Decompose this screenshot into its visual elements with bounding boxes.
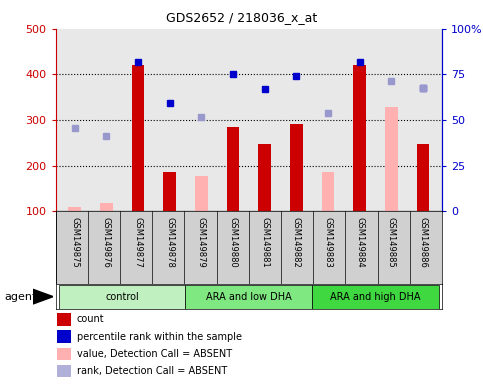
Bar xyxy=(100,203,113,211)
Text: GDS2652 / 218036_x_at: GDS2652 / 218036_x_at xyxy=(166,12,317,25)
Text: value, Detection Call = ABSENT: value, Detection Call = ABSENT xyxy=(77,349,232,359)
Bar xyxy=(385,107,398,211)
Text: agent: agent xyxy=(5,291,37,302)
Bar xyxy=(57,330,71,343)
Bar xyxy=(59,285,185,309)
Bar xyxy=(322,172,334,211)
Polygon shape xyxy=(33,289,53,304)
Bar xyxy=(417,144,429,211)
Bar xyxy=(312,285,439,309)
Bar xyxy=(57,365,71,377)
Text: GSM149886: GSM149886 xyxy=(418,217,427,268)
Text: count: count xyxy=(77,314,104,324)
Text: percentile rank within the sample: percentile rank within the sample xyxy=(77,332,242,342)
Bar xyxy=(227,127,239,211)
Bar xyxy=(195,175,208,211)
Text: GSM149876: GSM149876 xyxy=(102,217,111,268)
Bar xyxy=(290,124,302,211)
Text: GSM149885: GSM149885 xyxy=(387,217,396,268)
Bar xyxy=(68,207,81,211)
Text: GSM149884: GSM149884 xyxy=(355,217,364,268)
Bar xyxy=(258,144,271,211)
Text: GSM149879: GSM149879 xyxy=(197,217,206,268)
Text: GSM149878: GSM149878 xyxy=(165,217,174,268)
Bar xyxy=(163,172,176,211)
Text: ARA and high DHA: ARA and high DHA xyxy=(330,291,421,302)
Text: GSM149881: GSM149881 xyxy=(260,217,269,268)
Bar xyxy=(185,285,312,309)
Bar xyxy=(57,313,71,326)
Text: GSM149880: GSM149880 xyxy=(228,217,238,268)
Text: GSM149875: GSM149875 xyxy=(70,217,79,268)
Text: control: control xyxy=(105,291,139,302)
Text: GSM149877: GSM149877 xyxy=(133,217,142,268)
Bar xyxy=(353,65,366,211)
Text: GSM149882: GSM149882 xyxy=(292,217,301,268)
Text: GSM149883: GSM149883 xyxy=(324,217,332,268)
Bar xyxy=(57,348,71,360)
Text: rank, Detection Call = ABSENT: rank, Detection Call = ABSENT xyxy=(77,366,227,376)
Bar xyxy=(131,65,144,211)
Text: ARA and low DHA: ARA and low DHA xyxy=(206,291,292,302)
